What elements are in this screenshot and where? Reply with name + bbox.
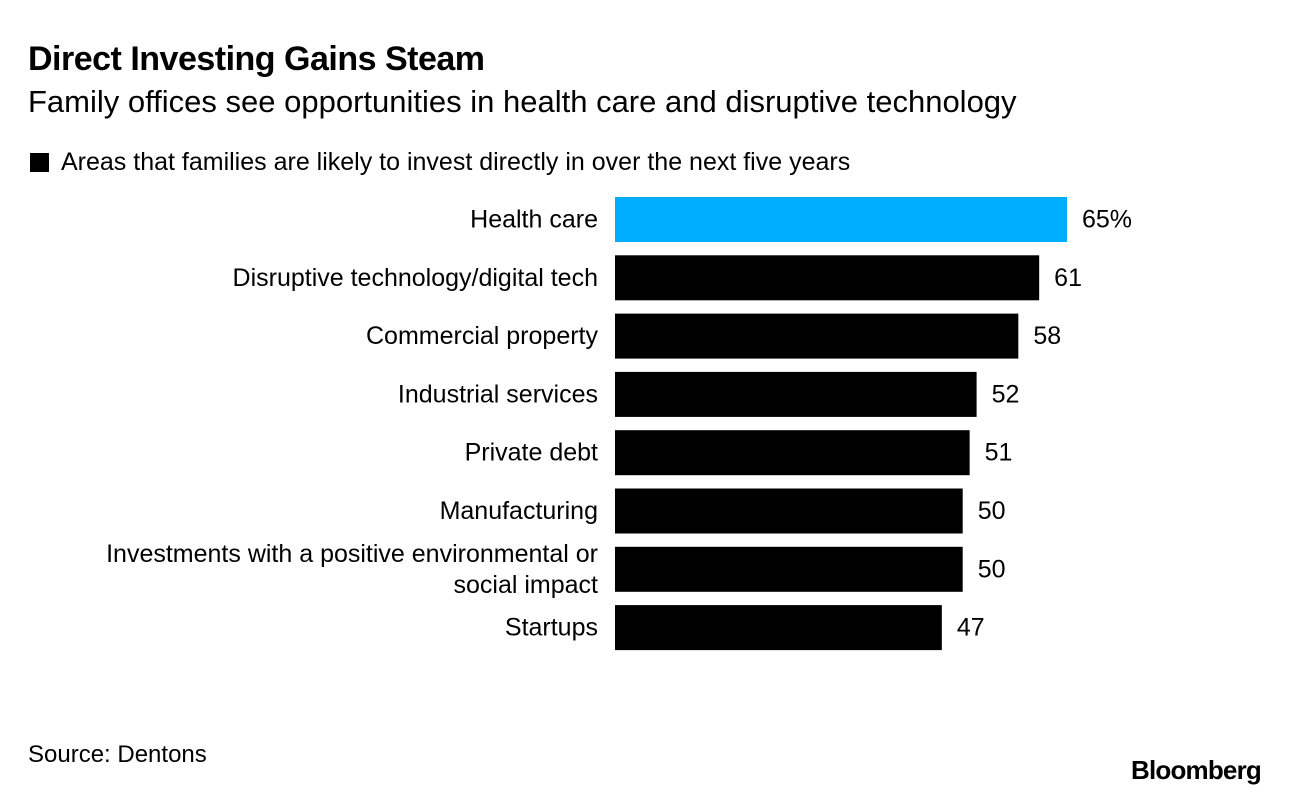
legend-swatch [30,153,49,172]
category-label-4: Private debt [465,439,598,467]
bar-7 [615,605,942,651]
category-label-6-line-1: social impact [454,571,599,599]
chart-title: Direct Investing Gains Steam [28,40,485,78]
bar-2 [615,313,1019,359]
value-label-6: 50 [978,555,1006,583]
bloomberg-logo: Bloomberg [1130,755,1262,785]
value-label-0: 65% [1082,206,1132,234]
category-label-2: Commercial property [366,322,599,350]
source-note: Source: Dentons [28,741,207,768]
category-label-3: Industrial services [398,380,598,408]
bar-4 [615,430,970,476]
category-label-6-line-0: Investments with a positive environmenta… [106,540,598,568]
bar-6 [615,546,963,592]
category-label-5: Manufacturing [440,497,598,525]
value-label-5: 50 [978,497,1006,525]
value-label-7: 47 [957,614,985,642]
value-label-3: 52 [992,380,1020,408]
category-label-1: Disruptive technology/digital tech [233,264,598,292]
value-label-2: 58 [1033,322,1061,350]
bar-0 [615,197,1067,242]
chart-subtitle: Family offices see opportunities in heal… [28,84,1017,119]
value-label-1: 61 [1054,264,1082,292]
bar-3 [615,371,977,417]
value-label-4: 51 [985,439,1013,467]
bar-1 [615,255,1040,301]
bar-5 [615,488,963,534]
chart-legend: Areas that families are likely to invest… [30,148,850,177]
category-label-0: Health care [470,206,598,234]
category-label-7: Startups [505,614,598,642]
legend-label: Areas that families are likely to invest… [61,148,851,176]
